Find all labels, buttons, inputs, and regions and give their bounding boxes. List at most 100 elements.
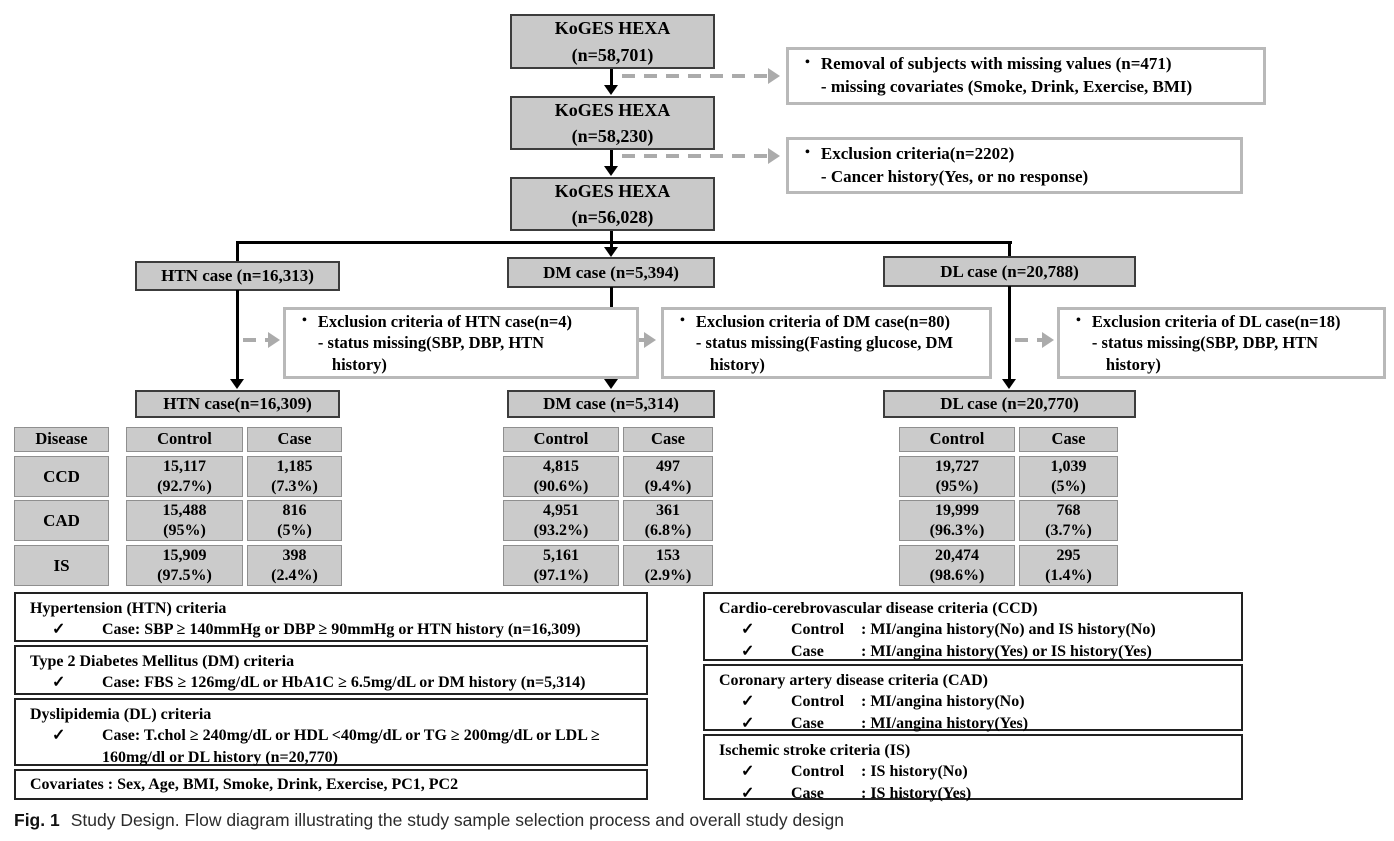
htn-case-header-label: Case: [277, 429, 312, 449]
dl-case-initial-label: DL case (n=20,788): [940, 261, 1079, 281]
htn-criteria-title: Hypertension (HTN) criteria: [30, 600, 227, 617]
figure-caption-text: Study Design. Flow diagram illustrating …: [70, 810, 845, 830]
cell-pct: (95%): [163, 521, 206, 539]
cad-case-text: : MI/angina history(Yes): [861, 714, 1029, 732]
koges-box-1-title: KoGES HEXA: [554, 18, 671, 39]
row-label-is: IS: [14, 545, 109, 586]
dashed-arrow-exclusion: [622, 154, 768, 158]
cad-label: CAD: [43, 510, 80, 530]
arrowhead-koges3: [604, 166, 618, 176]
ccd-case-label: Case: [791, 642, 824, 660]
dm-case-final-box: DM case (n=5,314): [507, 390, 715, 418]
cad-control-text: : MI/angina history(No): [861, 693, 1025, 711]
bullet-icon: •: [805, 55, 810, 71]
dl-case-header-label: Case: [1051, 429, 1086, 449]
dl-criteria-box: Dyslipidemia (DL) criteria ✓ Case: T.cho…: [14, 698, 648, 766]
connector-koges2-koges3: [610, 150, 613, 167]
dl-control-header: Control: [899, 427, 1015, 452]
cell-pct: (7.3%): [271, 477, 318, 495]
dm-case-initial-box: DM case (n=5,394): [507, 257, 715, 288]
htn-exclusion-box: • Exclusion criteria of HTN case(n=4) - …: [283, 307, 639, 379]
dashed-arrow-htn-excl: [243, 338, 270, 342]
removal-sub: - missing covariates (Smoke, Drink, Exer…: [820, 77, 1193, 96]
covariates-text: Covariates : Sex, Age, BMI, Smoke, Drink…: [30, 776, 459, 794]
htn-ccd-case-cell: 1,185 (7.3%): [247, 456, 342, 497]
check-icon: ✓: [741, 642, 755, 660]
dl-case-initial-box: DL case (n=20,788): [883, 256, 1136, 287]
htn-control-header: Control: [126, 427, 243, 452]
dm-criteria-text: Case: FBS ≥ 126mg/dL or HbA1C ≥ 6.5mg/dL…: [102, 674, 586, 692]
cell-n: 361: [656, 501, 680, 519]
cad-control-label: Control: [791, 693, 845, 711]
disease-header-cell: Disease: [14, 427, 109, 452]
dl-case-header: Case: [1019, 427, 1118, 452]
dm-ccd-control-cell: 4,815 (90.6%): [503, 456, 619, 497]
is-criteria-title: Ischemic stroke criteria (IS): [719, 742, 911, 759]
dl-case-final-label: DL case (n=20,770): [940, 394, 1079, 413]
branch-drop-dm: [610, 241, 613, 249]
htn-case-initial-label: HTN case (n=16,313): [161, 266, 314, 285]
check-icon: ✓: [741, 784, 755, 802]
htn-is-case-cell: 398 (2.4%): [247, 545, 342, 586]
cad-criteria-box: Coronary artery disease criteria (CAD) ✓…: [703, 664, 1243, 732]
cell-n: 15,117: [162, 457, 207, 475]
connector-koges3-branch: [610, 231, 613, 244]
htn-case-final-box: HTN case(n=16,309): [135, 390, 340, 418]
dm-exclusion-sub1: - status missing(Fasting glucose, DM: [695, 333, 954, 353]
dm-case-header: Case: [623, 427, 713, 452]
removal-missing-values-box: • Removal of subjects with missing value…: [786, 47, 1266, 105]
connector-dl-case: [1008, 286, 1011, 381]
htn-exclusion-sub1: - status missing(SBP, DBP, HTN: [317, 333, 545, 353]
arrowhead-dm-case: [604, 247, 618, 257]
row-label-cad: CAD: [14, 500, 109, 541]
koges-box-1: KoGES HEXA (n=58,701): [510, 14, 715, 69]
htn-criteria-box: Hypertension (HTN) criteria ✓ Case: SBP …: [14, 592, 648, 642]
dashed-arrow-removal: [622, 74, 768, 78]
dm-cad-control-cell: 4,951 (93.2%): [503, 500, 619, 541]
dm-is-case-cell: 153 (2.9%): [623, 545, 713, 586]
ccd-criteria-title: Cardio-cerebrovascular disease criteria …: [719, 600, 1038, 617]
dm-criteria-title: Type 2 Diabetes Mellitus (DM) criteria: [30, 653, 295, 670]
htn-case-final-label: HTN case(n=16,309): [163, 394, 312, 413]
figure-caption: Fig. 1 Study Design. Flow diagram illust…: [14, 810, 844, 831]
cell-n: 816: [282, 501, 307, 519]
branch-drop-dl: [1008, 241, 1011, 257]
connector-koges1-koges2: [610, 69, 613, 86]
cell-pct: (3.7%): [1045, 521, 1092, 539]
removal-title: Removal of subjects with missing values …: [820, 54, 1172, 74]
ccd-case-text: : MI/angina history(Yes) or IS history(Y…: [861, 642, 1152, 660]
check-icon: ✓: [52, 674, 66, 692]
htn-exclusion-sub2: history): [331, 354, 387, 374]
dl-case-final-box: DL case (n=20,770): [883, 390, 1136, 418]
dl-control-header-label: Control: [929, 429, 985, 449]
cancer-exclusion-sub: - Cancer history(Yes, or no response): [820, 166, 1089, 186]
is-control-label: Control: [791, 763, 845, 781]
cell-n: 19,999: [935, 501, 979, 519]
cad-case-label: Case: [791, 714, 824, 732]
cell-pct: (1.4%): [1045, 566, 1092, 584]
dl-criteria-text: Case: T.chol ≥ 240mg/dL or HDL <40mg/dL …: [102, 727, 600, 766]
ccd-label: CCD: [43, 466, 80, 486]
cell-n: 20,474: [935, 546, 979, 564]
dl-exclusion-title: Exclusion criteria of DL case(n=18): [1091, 311, 1341, 331]
cell-n: 153: [656, 546, 680, 564]
dm-case-initial-label: DM case (n=5,394): [543, 262, 679, 282]
ccd-control-label: Control: [791, 621, 845, 639]
htn-case-initial-box: HTN case (n=16,313): [135, 261, 340, 291]
cancer-exclusion-title: Exclusion criteria(n=2202): [820, 143, 1015, 163]
dl-cad-control-cell: 19,999 (96.3%): [899, 500, 1015, 541]
cell-pct: (90.6%): [533, 477, 589, 495]
koges-box-2-title: KoGES HEXA: [554, 99, 671, 120]
dl-criteria-title: Dyslipidemia (DL) criteria: [30, 706, 212, 723]
dm-criteria-box: Type 2 Diabetes Mellitus (DM) criteria ✓…: [14, 645, 648, 695]
figure-caption-label: Fig. 1: [14, 810, 60, 830]
htn-cad-control-cell: 15,488 (95%): [126, 500, 243, 541]
htn-criteria-text: Case: SBP ≥ 140mmHg or DBP ≥ 90mmHg or H…: [102, 621, 581, 639]
arrowhead-koges2: [604, 85, 618, 95]
dl-exclusion-sub1: - status missing(SBP, DBP, HTN: [1091, 333, 1319, 353]
arrowhead-dm-final: [604, 379, 618, 389]
dashed-arrowhead-exclusion: [768, 148, 780, 164]
cell-n: 4,815: [543, 457, 579, 475]
dm-case-final-label: DM case (n=5,314): [543, 394, 679, 413]
